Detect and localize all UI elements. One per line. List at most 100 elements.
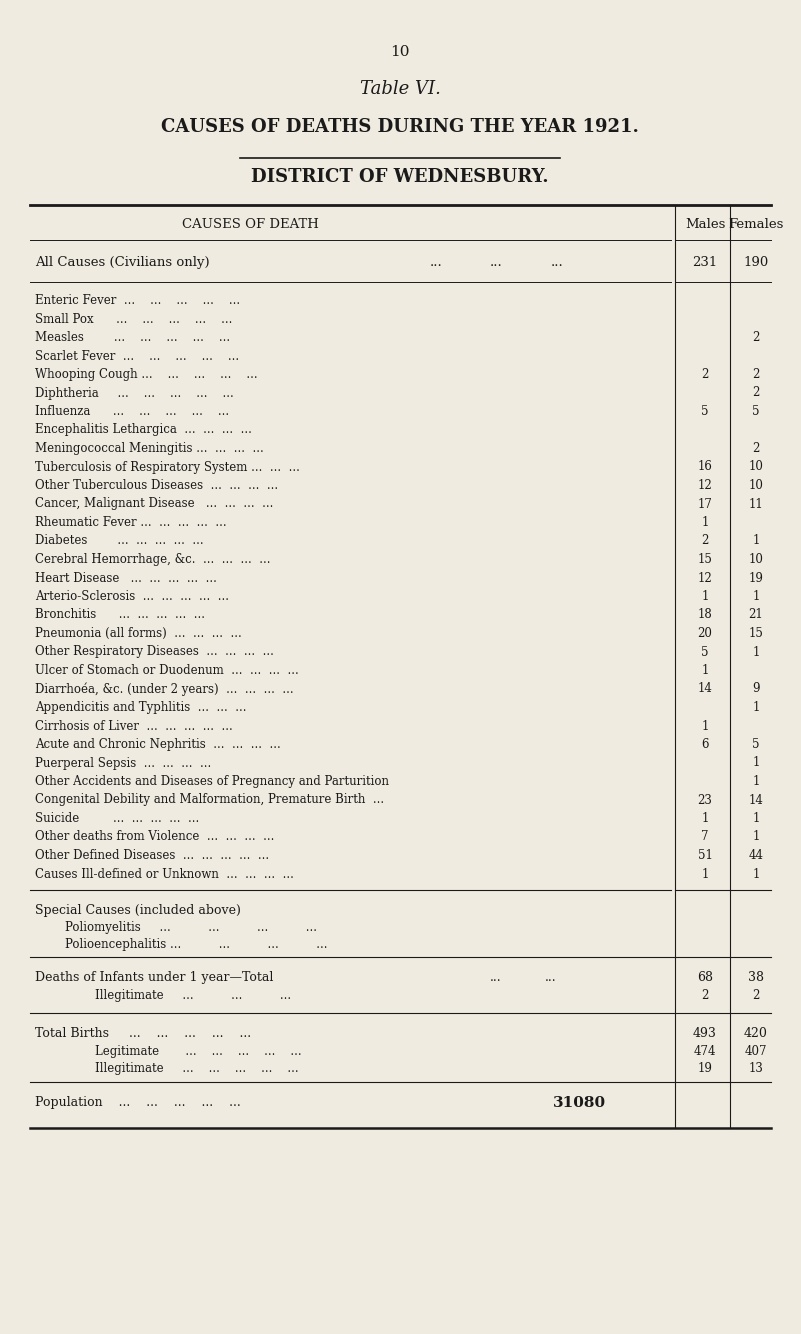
Text: 493: 493 xyxy=(693,1027,717,1041)
Text: 1: 1 xyxy=(752,535,759,547)
Text: Males: Males xyxy=(685,217,725,231)
Text: 19: 19 xyxy=(698,1062,712,1075)
Text: 2: 2 xyxy=(752,387,759,399)
Text: DISTRICT OF WEDNESBURY.: DISTRICT OF WEDNESBURY. xyxy=(252,168,549,185)
Text: Bronchitis      ...  ...  ...  ...  ...: Bronchitis ... ... ... ... ... xyxy=(35,608,205,622)
Text: Other Accidents and Diseases of Pregnancy and Parturition: Other Accidents and Diseases of Pregnanc… xyxy=(35,775,389,788)
Text: Heart Disease   ...  ...  ...  ...  ...: Heart Disease ... ... ... ... ... xyxy=(35,571,217,584)
Text: Diarrhoéa, &c. (under 2 years)  ...  ...  ...  ...: Diarrhoéa, &c. (under 2 years) ... ... … xyxy=(35,683,294,696)
Text: 10: 10 xyxy=(749,554,763,566)
Text: 231: 231 xyxy=(692,256,718,269)
Text: 18: 18 xyxy=(698,608,712,622)
Text: Cirrhosis of Liver  ...  ...  ...  ...  ...: Cirrhosis of Liver ... ... ... ... ... xyxy=(35,719,233,732)
Text: 1: 1 xyxy=(752,700,759,714)
Text: 7: 7 xyxy=(701,831,709,843)
Text: Females: Females xyxy=(728,217,783,231)
Text: 6: 6 xyxy=(701,738,709,751)
Text: 2: 2 xyxy=(752,331,759,344)
Text: 2: 2 xyxy=(752,442,759,455)
Text: Meningococcal Meningitis ...  ...  ...  ...: Meningococcal Meningitis ... ... ... ... xyxy=(35,442,264,455)
Text: CAUSES OF DEATHS DURING THE YEAR 1921.: CAUSES OF DEATHS DURING THE YEAR 1921. xyxy=(161,117,639,136)
Text: 1: 1 xyxy=(752,831,759,843)
Text: Puerperal Sepsis  ...  ...  ...  ...: Puerperal Sepsis ... ... ... ... xyxy=(35,756,211,770)
Text: Tuberculosis of Respiratory System ...  ...  ...: Tuberculosis of Respiratory System ... .… xyxy=(35,460,300,474)
Text: 1: 1 xyxy=(702,664,709,676)
Text: 2: 2 xyxy=(702,368,709,382)
Text: 407: 407 xyxy=(745,1045,767,1058)
Text: 2: 2 xyxy=(702,988,709,1002)
Text: Other Tuberculous Diseases  ...  ...  ...  ...: Other Tuberculous Diseases ... ... ... .… xyxy=(35,479,278,492)
Text: 1: 1 xyxy=(702,590,709,603)
Text: ...: ... xyxy=(551,256,564,269)
Text: 1: 1 xyxy=(702,812,709,824)
Text: 11: 11 xyxy=(749,498,763,511)
Text: Poliomyelitis     ...          ...          ...          ...: Poliomyelitis ... ... ... ... xyxy=(65,920,317,934)
Text: ...: ... xyxy=(490,256,503,269)
Text: ...: ... xyxy=(490,971,501,984)
Text: Other deaths from Violence  ...  ...  ...  ...: Other deaths from Violence ... ... ... .… xyxy=(35,831,275,843)
Text: 1: 1 xyxy=(752,867,759,880)
Text: 474: 474 xyxy=(694,1045,716,1058)
Text: Pneumonia (all forms)  ...  ...  ...  ...: Pneumonia (all forms) ... ... ... ... xyxy=(35,627,242,640)
Text: Special Causes (included above): Special Causes (included above) xyxy=(35,904,241,916)
Text: All Causes (Civilians only): All Causes (Civilians only) xyxy=(35,256,210,269)
Text: 15: 15 xyxy=(698,554,712,566)
Text: Measles        ...    ...    ...    ...    ...: Measles ... ... ... ... ... xyxy=(35,331,230,344)
Text: 5: 5 xyxy=(701,646,709,659)
Text: Population    ...    ...    ...    ...    ...: Population ... ... ... ... ... xyxy=(35,1097,241,1109)
Text: Cancer, Malignant Disease   ...  ...  ...  ...: Cancer, Malignant Disease ... ... ... ..… xyxy=(35,498,273,511)
Text: 16: 16 xyxy=(698,460,712,474)
Text: 5: 5 xyxy=(752,406,760,418)
Text: Whooping Cough ...    ...    ...    ...    ...: Whooping Cough ... ... ... ... ... xyxy=(35,368,258,382)
Text: 5: 5 xyxy=(701,406,709,418)
Text: ...: ... xyxy=(430,256,443,269)
Text: 38: 38 xyxy=(748,971,764,984)
Text: 12: 12 xyxy=(698,571,712,584)
Text: Arterio-Sclerosis  ...  ...  ...  ...  ...: Arterio-Sclerosis ... ... ... ... ... xyxy=(35,590,229,603)
Text: Legitimate       ...    ...    ...    ...    ...: Legitimate ... ... ... ... ... xyxy=(95,1045,302,1058)
Text: Small Pox      ...    ...    ...    ...    ...: Small Pox ... ... ... ... ... xyxy=(35,312,232,325)
Text: 10: 10 xyxy=(390,45,410,59)
Text: Ulcer of Stomach or Duodenum  ...  ...  ...  ...: Ulcer of Stomach or Duodenum ... ... ...… xyxy=(35,664,299,676)
Text: Scarlet Fever  ...    ...    ...    ...    ...: Scarlet Fever ... ... ... ... ... xyxy=(35,350,239,363)
Text: ...: ... xyxy=(545,971,557,984)
Text: 12: 12 xyxy=(698,479,712,492)
Text: 20: 20 xyxy=(698,627,712,640)
Text: Cerebral Hemorrhage, &c.  ...  ...  ...  ...: Cerebral Hemorrhage, &c. ... ... ... ... xyxy=(35,554,271,566)
Text: 1: 1 xyxy=(702,516,709,530)
Text: 23: 23 xyxy=(698,794,712,807)
Text: 51: 51 xyxy=(698,848,712,862)
Text: 10: 10 xyxy=(749,460,763,474)
Text: 1: 1 xyxy=(702,719,709,732)
Text: Polioencephalitis ...          ...          ...          ...: Polioencephalitis ... ... ... ... xyxy=(65,938,328,951)
Text: 13: 13 xyxy=(749,1062,763,1075)
Text: Table VI.: Table VI. xyxy=(360,80,441,97)
Text: Deaths of Infants under 1 year—Total: Deaths of Infants under 1 year—Total xyxy=(35,971,273,984)
Text: Influenza      ...    ...    ...    ...    ...: Influenza ... ... ... ... ... xyxy=(35,406,229,418)
Text: Suicide         ...  ...  ...  ...  ...: Suicide ... ... ... ... ... xyxy=(35,812,199,824)
Text: Total Births     ...    ...    ...    ...    ...: Total Births ... ... ... ... ... xyxy=(35,1027,252,1041)
Text: Diphtheria     ...    ...    ...    ...    ...: Diphtheria ... ... ... ... ... xyxy=(35,387,234,399)
Text: 2: 2 xyxy=(702,535,709,547)
Text: 15: 15 xyxy=(749,627,763,640)
Text: 5: 5 xyxy=(752,738,760,751)
Text: 1: 1 xyxy=(752,756,759,770)
Text: 44: 44 xyxy=(748,848,763,862)
Text: Illegitimate     ...    ...    ...    ...    ...: Illegitimate ... ... ... ... ... xyxy=(95,1062,299,1075)
Text: Other Defined Diseases  ...  ...  ...  ...  ...: Other Defined Diseases ... ... ... ... .… xyxy=(35,848,269,862)
Text: 19: 19 xyxy=(749,571,763,584)
Text: 17: 17 xyxy=(698,498,712,511)
Text: CAUSES OF DEATH: CAUSES OF DEATH xyxy=(182,217,319,231)
Text: 21: 21 xyxy=(749,608,763,622)
Text: Causes Ill-defined or Unknown  ...  ...  ...  ...: Causes Ill-defined or Unknown ... ... ..… xyxy=(35,867,294,880)
Text: 10: 10 xyxy=(749,479,763,492)
Text: Congenital Debility and Malformation, Premature Birth  ...: Congenital Debility and Malformation, Pr… xyxy=(35,794,384,807)
Text: 190: 190 xyxy=(743,256,769,269)
Text: 420: 420 xyxy=(744,1027,768,1041)
Text: Appendicitis and Typhlitis  ...  ...  ...: Appendicitis and Typhlitis ... ... ... xyxy=(35,700,247,714)
Text: Acute and Chronic Nephritis  ...  ...  ...  ...: Acute and Chronic Nephritis ... ... ... … xyxy=(35,738,280,751)
Text: Encephalitis Lethargica  ...  ...  ...  ...: Encephalitis Lethargica ... ... ... ... xyxy=(35,423,252,436)
Text: 1: 1 xyxy=(752,590,759,603)
Text: 14: 14 xyxy=(749,794,763,807)
Text: 1: 1 xyxy=(752,812,759,824)
